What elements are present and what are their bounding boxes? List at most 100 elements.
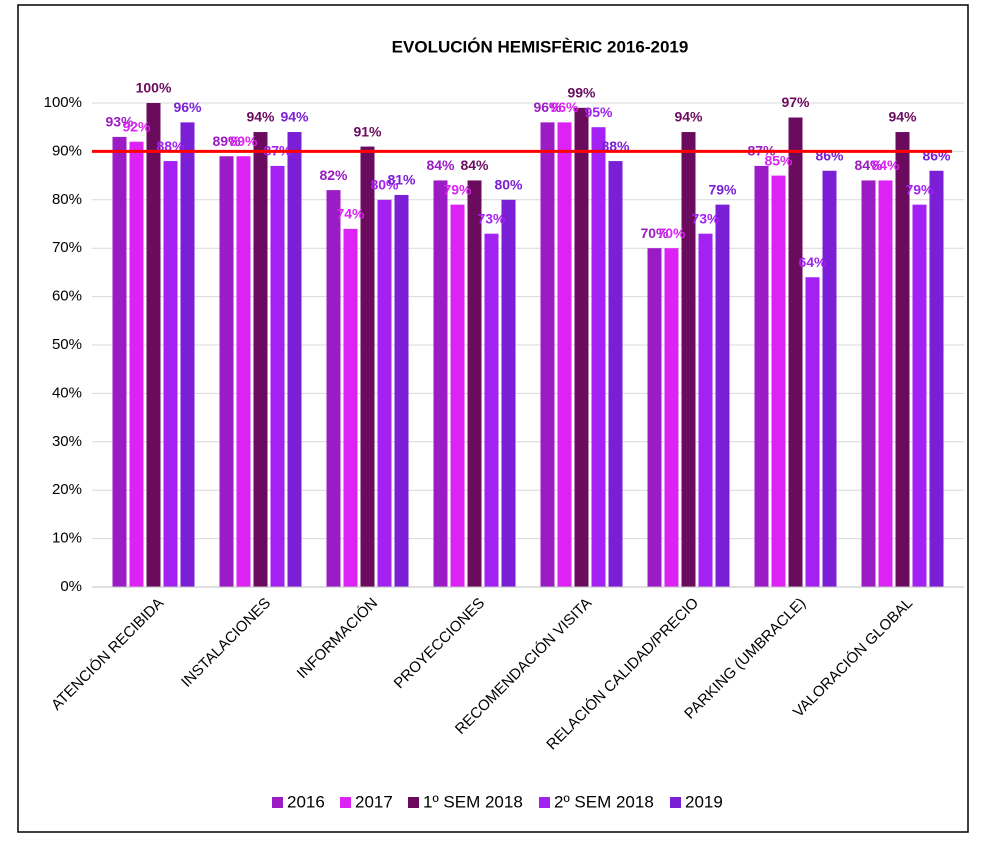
- bar: [343, 228, 358, 587]
- legend-label: 2º SEM 2018: [554, 792, 654, 811]
- bar: [895, 132, 910, 588]
- bar: [664, 248, 679, 587]
- data-label: 86%: [815, 147, 844, 163]
- bar: [450, 204, 465, 587]
- bar: [112, 136, 127, 587]
- data-label: 94%: [280, 109, 309, 125]
- y-tick-label: 10%: [52, 530, 82, 547]
- data-label: 96%: [533, 99, 562, 115]
- bar: [929, 170, 944, 587]
- bar: [163, 161, 178, 587]
- y-tick-label: 50%: [52, 336, 82, 353]
- bar: [574, 107, 589, 587]
- bar: [270, 165, 285, 588]
- bar: [180, 122, 195, 588]
- data-label: 92%: [122, 118, 151, 134]
- y-tick-label: 100%: [44, 94, 82, 111]
- data-label: 82%: [319, 167, 348, 183]
- y-tick-label: 30%: [52, 433, 82, 450]
- data-label: 94%: [246, 109, 275, 125]
- y-tick-label: 70%: [52, 239, 82, 256]
- bar: [715, 204, 730, 587]
- bar: [591, 127, 606, 587]
- bar: [219, 156, 234, 588]
- data-label: 97%: [781, 94, 810, 110]
- data-label: 99%: [567, 85, 596, 101]
- bar: [878, 180, 893, 587]
- data-label: 95%: [584, 104, 613, 120]
- data-label: 96%: [173, 99, 202, 115]
- data-label: 89%: [212, 133, 241, 149]
- bar: [647, 248, 662, 587]
- data-label: 84%: [426, 157, 455, 173]
- bar: [912, 204, 927, 587]
- data-label: 79%: [905, 181, 934, 197]
- data-label: 70%: [657, 225, 686, 241]
- data-label: 96%: [550, 99, 579, 115]
- bar: [394, 194, 409, 587]
- bar: [253, 132, 268, 588]
- y-tick-label: 20%: [52, 481, 82, 498]
- legend-label: 2019: [685, 792, 723, 811]
- bar: [805, 277, 820, 587]
- y-tick-label: 0%: [60, 578, 82, 595]
- bar: [698, 233, 713, 587]
- bar: [484, 233, 499, 587]
- bar: [146, 103, 161, 587]
- legend-swatch: [340, 797, 351, 808]
- legend-label: 1º SEM 2018: [423, 792, 523, 811]
- data-label: 73%: [691, 210, 720, 226]
- data-label: 80%: [494, 177, 523, 193]
- bar: [433, 180, 448, 587]
- data-label: 86%: [922, 147, 951, 163]
- y-tick-label: 90%: [52, 142, 82, 159]
- bar: [467, 180, 482, 587]
- legend-swatch: [408, 797, 419, 808]
- bar: [129, 141, 144, 587]
- data-label: 80%: [370, 177, 399, 193]
- data-label: 73%: [477, 210, 506, 226]
- bar: [236, 156, 251, 588]
- data-label: 100%: [136, 80, 172, 96]
- bar: [557, 122, 572, 588]
- bar: [788, 117, 803, 588]
- data-label: 88%: [601, 138, 630, 154]
- bar: [771, 175, 786, 587]
- y-tick-label: 40%: [52, 384, 82, 401]
- data-label: 64%: [798, 254, 827, 270]
- data-label: 70%: [640, 225, 669, 241]
- legend-swatch: [670, 797, 681, 808]
- bar: [540, 122, 555, 588]
- bar: [861, 180, 876, 587]
- y-tick-label: 60%: [52, 288, 82, 305]
- data-label: 74%: [336, 206, 365, 222]
- data-label: 84%: [854, 157, 883, 173]
- chart-title: EVOLUCIÓN HEMISFÈRIC 2016-2019: [392, 37, 689, 56]
- data-label: 79%: [443, 181, 472, 197]
- legend-swatch: [539, 797, 550, 808]
- bar: [360, 146, 375, 587]
- bar: [377, 199, 392, 588]
- data-label: 91%: [353, 123, 382, 139]
- data-label: 81%: [387, 172, 416, 188]
- data-label: 88%: [156, 138, 185, 154]
- data-label: 84%: [871, 157, 900, 173]
- bar: [681, 132, 696, 588]
- bar: [754, 165, 769, 588]
- bar: [287, 132, 302, 588]
- bar: [501, 199, 516, 588]
- data-label: 84%: [460, 157, 489, 173]
- legend-label: 2017: [355, 792, 393, 811]
- bar: [822, 170, 837, 587]
- data-label: 93%: [105, 114, 134, 130]
- legend-swatch: [272, 797, 283, 808]
- data-label: 94%: [888, 109, 917, 125]
- data-label: 79%: [708, 181, 737, 197]
- data-label: 89%: [229, 133, 258, 149]
- bar: [326, 190, 341, 587]
- y-tick-label: 80%: [52, 191, 82, 208]
- legend-label: 2016: [287, 792, 325, 811]
- data-label: 94%: [674, 109, 703, 125]
- data-label: 85%: [764, 152, 793, 168]
